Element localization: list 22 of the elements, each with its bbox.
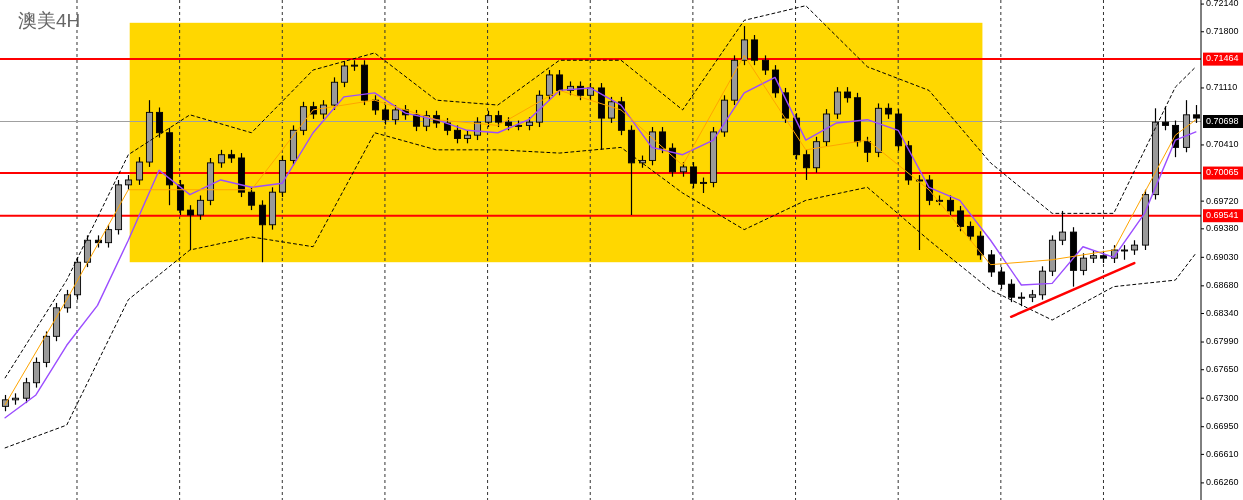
y-tick-label: 0.66950	[1206, 421, 1239, 432]
ref-line-label: 0.70065	[1206, 167, 1239, 178]
y-tick-label: 0.70410	[1206, 139, 1239, 150]
y-tick-label: 0.71800	[1206, 26, 1239, 37]
y-tick-label: 0.66260	[1206, 477, 1239, 488]
ref-line-label: 0.70698	[1206, 115, 1239, 126]
ref-line-label: 0.69541	[1206, 210, 1239, 221]
ref-line-label: 0.71464	[1206, 53, 1239, 64]
line-series	[4, 132, 1197, 449]
y-tick-label: 0.71110	[1206, 82, 1238, 93]
y-tick-label: 0.67990	[1206, 336, 1239, 347]
y-tick-label: 0.69720	[1206, 195, 1239, 206]
y-tick-label: 0.68680	[1206, 280, 1239, 291]
y-tick-label: 0.69380	[1206, 223, 1239, 234]
y-tick-label: 0.66610	[1206, 448, 1239, 459]
y-tick-label: 0.68340	[1206, 307, 1239, 318]
y-tick-label: 0.72140	[1206, 0, 1239, 9]
line-series	[4, 5, 1197, 379]
y-tick-label: 0.69030	[1206, 251, 1239, 262]
y-tick-label: 0.67650	[1206, 364, 1239, 375]
y-tick-label: 0.67300	[1206, 392, 1239, 403]
text: 澳美4H	[18, 10, 81, 32]
